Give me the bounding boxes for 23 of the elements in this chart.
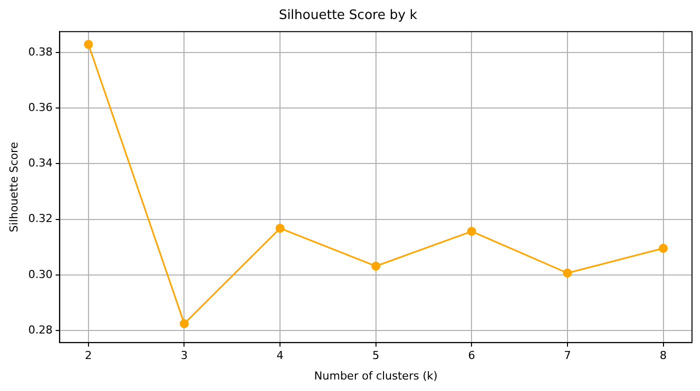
y-axis-title: Silhouette Score — [7, 142, 20, 232]
x-tick-label: 4 — [276, 349, 284, 362]
x-tick-label: 7 — [564, 349, 571, 362]
x-tick-label: 3 — [180, 349, 188, 362]
x-tick-label: 5 — [372, 349, 380, 362]
point — [467, 226, 476, 236]
point — [658, 244, 668, 253]
point — [276, 224, 285, 233]
y-tick-label: 0.34 — [28, 156, 53, 170]
point — [562, 268, 572, 278]
y-tick-label: 0.28 — [28, 324, 53, 336]
x-axis-title: Number of clusters (k) — [314, 369, 438, 382]
y-tick-label: 0.32 — [28, 212, 53, 226]
point — [180, 319, 189, 328]
x-tick-label: 6 — [468, 349, 476, 362]
y-tick-label: 0.38 — [28, 45, 53, 58]
chart-title: Silhouette Score by k — [278, 8, 418, 24]
x-tick-label: 2 — [84, 349, 92, 362]
y-tick-label: 0.30 — [28, 268, 53, 281]
point — [371, 262, 380, 271]
point — [84, 40, 93, 49]
x-tick-label: 8 — [660, 349, 667, 362]
y-tick-label: 0.36 — [28, 100, 53, 114]
